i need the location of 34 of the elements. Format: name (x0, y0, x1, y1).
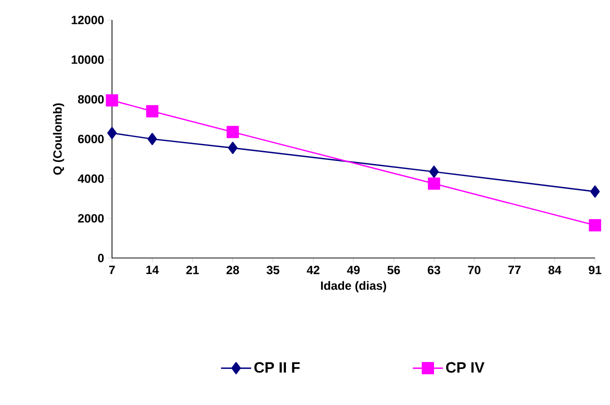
point (588, 219, 602, 232)
x-tick-label: 77 (508, 266, 521, 274)
point (107, 126, 117, 140)
x-tick-label: 56 (387, 266, 400, 274)
x-tick-label: 91 (588, 266, 602, 274)
x-tick-label: 84 (548, 266, 562, 274)
point (147, 132, 158, 146)
x-tick-label: 7 (109, 266, 115, 274)
y-tick-label: 2000 (78, 214, 104, 223)
y-tick-label: 12000 (72, 16, 104, 24)
x-tick-label: 63 (428, 266, 440, 274)
y-tick-label: 6000 (78, 134, 104, 144)
y-axis-title: Q (Coulomb) (53, 103, 64, 175)
point (106, 94, 118, 106)
point (590, 185, 600, 198)
x-tick-label: 14 (146, 266, 159, 274)
y-tick-label: 8000 (78, 95, 104, 104)
point (146, 105, 158, 118)
x-tick-label: 42 (306, 266, 320, 274)
x-tick-label: 21 (186, 266, 199, 274)
x-tick-label: 28 (226, 266, 240, 274)
x-axis-title: Idade (dias) (321, 281, 386, 292)
y-tick-label: 10000 (72, 55, 104, 64)
point (226, 126, 239, 138)
point (228, 142, 238, 154)
y-tick-label: 4000 (78, 174, 104, 183)
y-tick-label: 0 (98, 254, 104, 262)
legend-label: CP IV (446, 362, 484, 373)
x-tick-label: 35 (266, 266, 280, 274)
legend-label: CP II F (254, 362, 300, 373)
x-tick-label: 70 (468, 266, 480, 274)
point (429, 166, 439, 178)
x-tick-label: 49 (347, 266, 360, 274)
point (428, 177, 440, 190)
